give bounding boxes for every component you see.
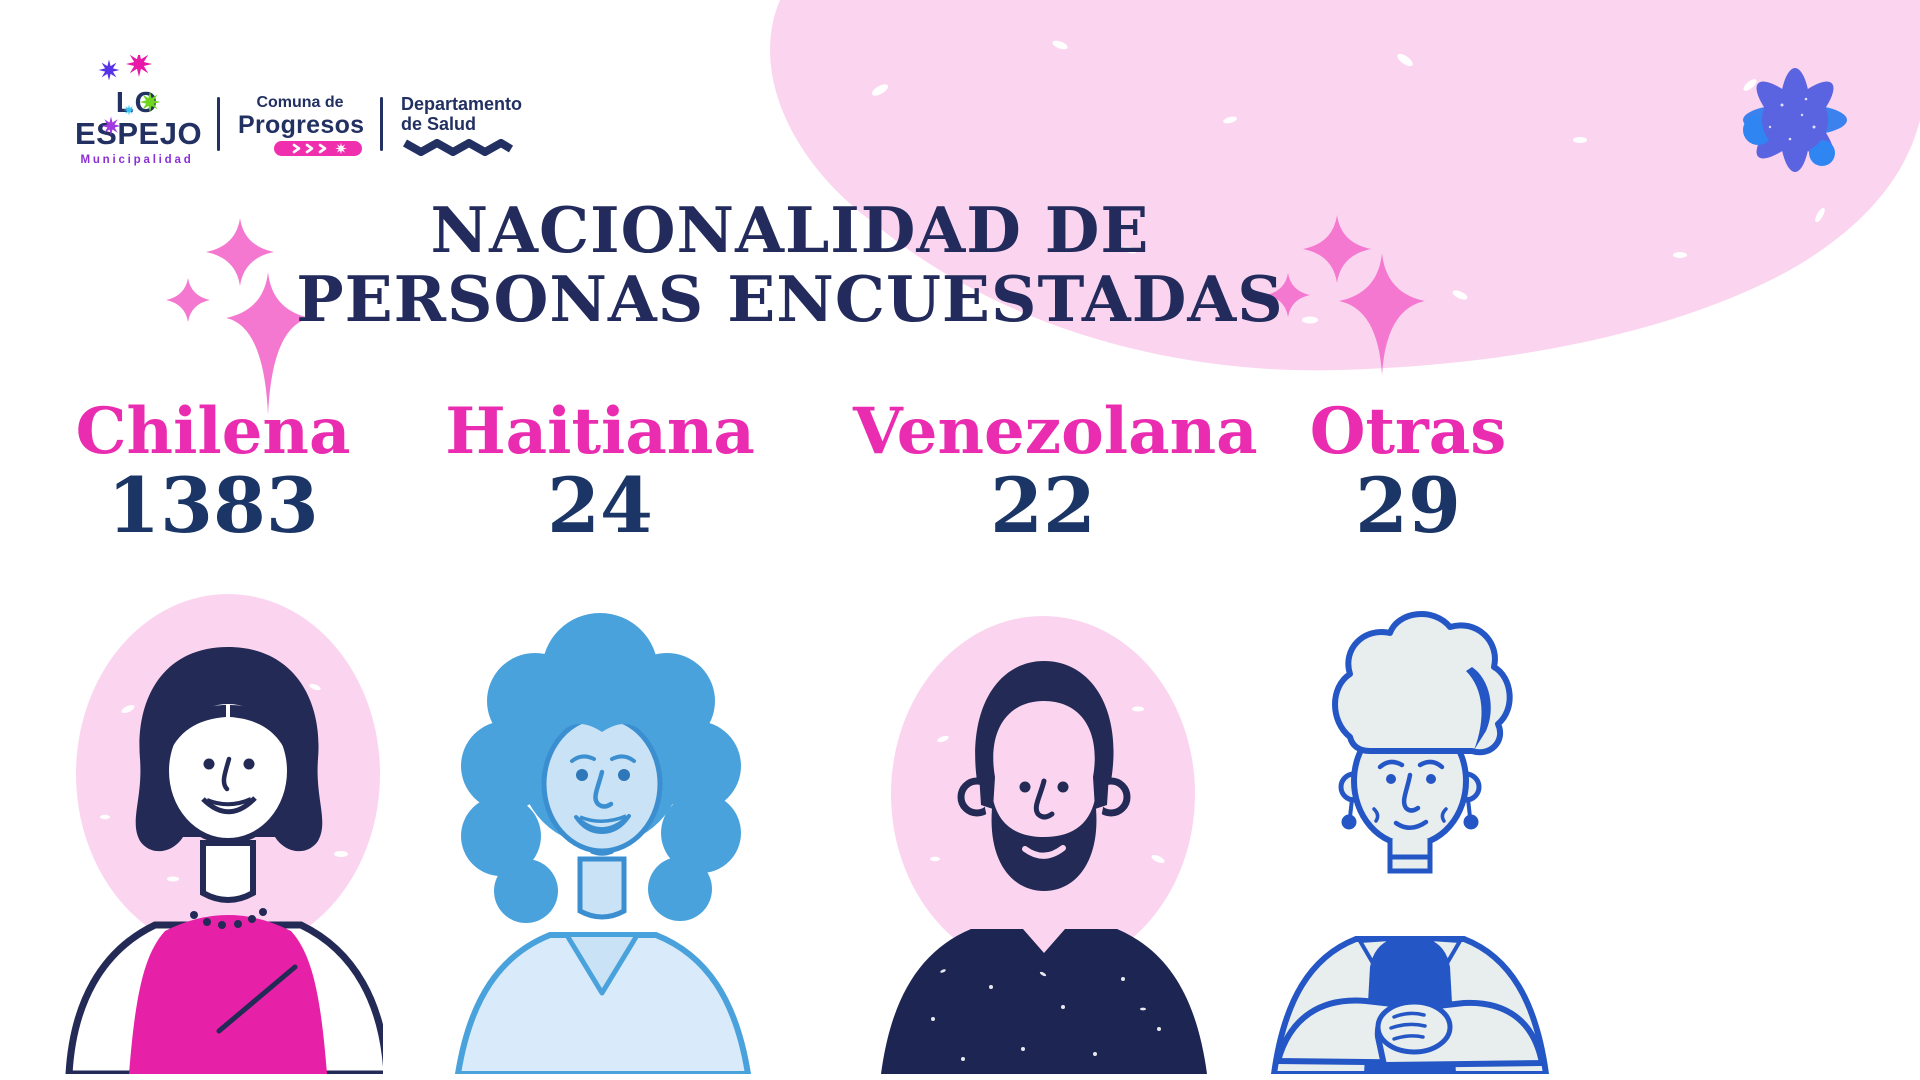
logo-comuna-de-progresos: Comuna de Progresos xyxy=(238,94,365,157)
category-label: Chilena xyxy=(75,394,351,469)
illustration-haitiana-woman xyxy=(430,559,770,1074)
header-logo-group: LO ESPEJO Municipalidad Comuna de Progre… xyxy=(75,55,551,166)
category-column-chilena: Chilena 1383 xyxy=(23,398,403,1074)
page-title-line1: NACIONALIDAD DE xyxy=(430,193,1150,267)
category-label: Venezolana xyxy=(853,394,1258,469)
page-title: NACIONALIDAD DE PERSONAS ENCUESTADAS xyxy=(290,196,1290,335)
badge-arrows-icon xyxy=(274,141,362,157)
page-title-line2: PERSONAS ENCUESTADAS xyxy=(296,262,1284,337)
category-column-haitiana: Haitiana 24 xyxy=(410,398,790,1074)
category-column-otras: Otras 29 xyxy=(1218,398,1598,1074)
sparkles-left-icon xyxy=(166,218,310,415)
category-column-venezolana: Venezolana 22 xyxy=(853,394,1258,1074)
sparkles-right-icon xyxy=(1266,215,1425,375)
category-value: 22 xyxy=(990,461,1096,551)
illustration-otras-person xyxy=(1238,559,1578,1074)
category-label: Haitiana xyxy=(445,394,755,469)
logo-departamento-de-salud: Departamento de Salud xyxy=(401,94,551,156)
flower-icon xyxy=(1743,68,1847,172)
zigzag-icon xyxy=(403,138,514,156)
city-name-line2: ESPEJO xyxy=(75,116,203,151)
category-label: Otras xyxy=(1309,394,1507,469)
org1-line2: Progresos xyxy=(238,110,365,139)
logo-divider xyxy=(380,97,383,151)
org1-line1: Comuna de xyxy=(256,94,344,111)
org2-line2: de Salud xyxy=(401,113,477,134)
city-subtitle: Municipalidad xyxy=(80,154,194,166)
illustration-chilena-woman xyxy=(43,559,383,1074)
category-value: 1383 xyxy=(107,461,319,551)
org2-line1: Departamento xyxy=(401,94,523,114)
category-value: 24 xyxy=(547,461,653,551)
logo-lo-espejo: LO ESPEJO Municipalidad xyxy=(75,55,203,166)
illustration-venezolano-man xyxy=(873,559,1213,1074)
category-value: 29 xyxy=(1355,461,1461,551)
logo-stars-icon xyxy=(98,55,161,136)
logo-divider xyxy=(217,97,220,151)
